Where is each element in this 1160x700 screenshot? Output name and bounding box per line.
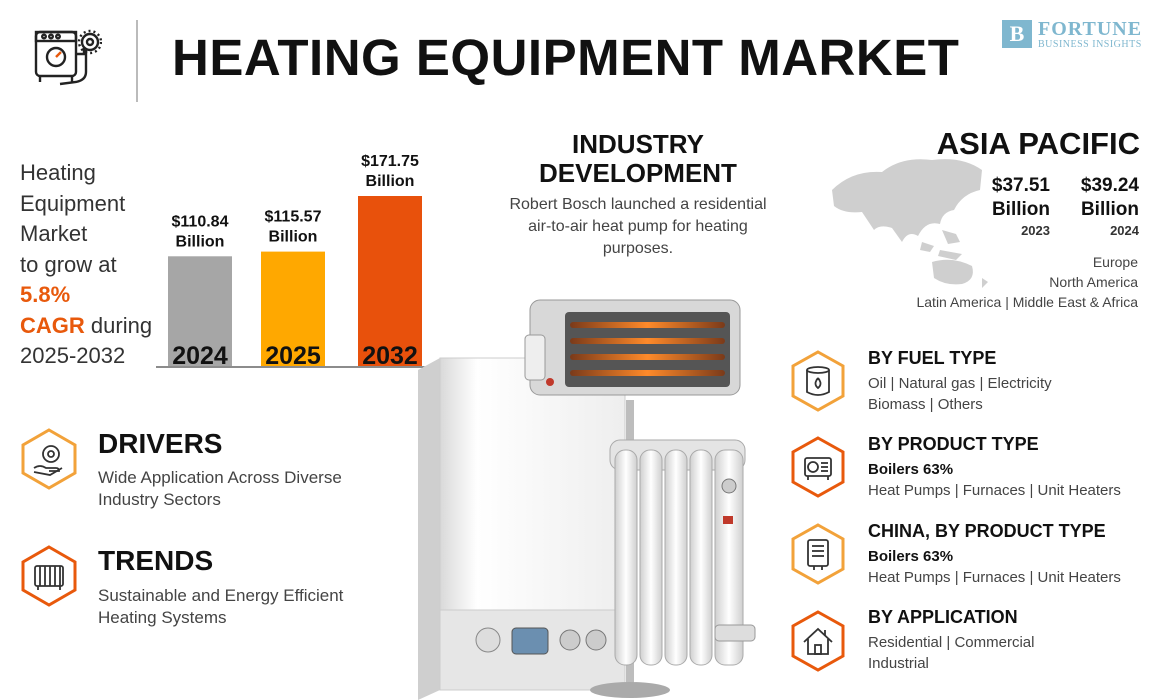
bar-value-label: $110.84 — [172, 213, 229, 230]
region-label: North America — [1049, 274, 1138, 290]
bar-value-label: $171.75 — [361, 153, 419, 170]
bar-unit-label: Billion — [269, 229, 318, 246]
industry-development-title-line: DEVELOPMENT — [539, 158, 737, 188]
product-type-leader: Boilers 63% — [868, 461, 954, 478]
intro-line: Market — [20, 221, 88, 246]
bar-value-label: $115.57 — [265, 209, 322, 226]
bar-unit-label: Billion — [366, 173, 415, 190]
intro-line: to grow at — [20, 251, 117, 277]
trends-title: TRENDS — [98, 545, 214, 576]
asia-pacific-title: ASIA PACIFIC — [936, 126, 1140, 161]
drivers-title: DRIVERS — [98, 428, 223, 459]
header-divider — [136, 20, 138, 102]
asia-pacific-year-2023: 2023 — [1021, 223, 1050, 238]
category-label: 2032 — [362, 342, 418, 370]
asia-pacific-map-icon — [832, 159, 988, 288]
product-type-list: Heat Pumps | Furnaces | Unit Heaters — [868, 482, 1121, 499]
application-title: BY APPLICATION — [868, 607, 1018, 627]
china-product-type-leader: Boilers 63% — [868, 548, 954, 565]
industry-development-text: Robert Bosch launched a residential air-… — [509, 196, 767, 257]
fuel-type-list: Oil | Natural gas | Electricity — [868, 375, 1052, 392]
market-growth-summary: Heating Equipment Market to grow at 5.8%… — [20, 158, 170, 372]
heat-pump-icon — [790, 436, 846, 498]
fuel-type-title: BY FUEL TYPE — [868, 348, 997, 368]
china-product-type-list: Heat Pumps | Furnaces | Unit Heaters — [868, 569, 1121, 586]
industry-development-title: INDUSTRY DEVELOPMENT — [508, 130, 768, 188]
bar-2025 — [261, 251, 325, 366]
brand-logo: B FORTUNE BUSINESS INSIGHTS — [1002, 18, 1152, 52]
brand-mark: B — [1002, 20, 1032, 48]
asia-pacific-year-2024: 2024 — [1110, 223, 1139, 238]
region-label: Latin America | Middle East & Africa — [916, 294, 1138, 310]
fuel-drum-icon — [790, 350, 846, 412]
product-type-title: BY PRODUCT TYPE — [868, 434, 1039, 454]
drivers-icon — [20, 428, 78, 490]
asia-pacific-value-2023: $37.51 Billion — [960, 174, 1050, 222]
cagr-suffix: during — [84, 312, 153, 338]
intro-line: Equipment — [20, 190, 126, 216]
industry-development-title-line: INDUSTRY — [572, 129, 704, 159]
cagr-label: CAGR — [20, 312, 85, 338]
application-list: Residential | Commercial — [868, 634, 1035, 651]
page-title: HEATING EQUIPMENT MARKET — [172, 29, 960, 86]
category-label: 2024 — [172, 342, 228, 370]
market-size-bar-chart: $110.84 Billion 2024 $115.57 Billion 2025 $171… — [156, 153, 436, 370]
bar-2024 — [168, 256, 232, 366]
fuel-type-list: Biomass | Others — [868, 396, 983, 413]
ap-amount: $37.51 — [991, 175, 1050, 196]
brand-name: FORTUNE — [1038, 18, 1143, 40]
asia-pacific-value-2024: $39.24 Billion — [1050, 174, 1139, 222]
heating-products-illustration — [418, 299, 756, 700]
region-label: Europe — [1092, 254, 1138, 270]
brand-subtitle: BUSINESS INSIGHTS — [1038, 39, 1142, 50]
intro-line: Heating — [20, 160, 96, 185]
china-product-type-title: CHINA, BY PRODUCT TYPE — [868, 521, 1106, 541]
house-icon — [790, 610, 846, 672]
forecast-period: 2025-2032 — [20, 343, 126, 368]
bar-2032 — [358, 196, 422, 366]
header-heater-icon — [30, 24, 103, 96]
ap-unit: Billion — [991, 199, 1050, 220]
bar-unit-label: Billion — [176, 233, 225, 250]
cagr-value: 5.8% — [20, 282, 71, 307]
cagr-line: CAGR during — [20, 311, 170, 342]
application-list: Industrial — [868, 655, 929, 672]
ap-amount: $39.24 — [1080, 175, 1139, 196]
trends-icon — [20, 545, 78, 607]
ap-unit: Billion — [1080, 199, 1139, 220]
boiler-unit-icon — [790, 523, 846, 585]
drivers-text: Wide Application Across Diverse Industry… — [98, 468, 342, 509]
trends-text: Sustainable and Energy Efficient Heating… — [98, 586, 344, 627]
category-label: 2025 — [265, 342, 321, 370]
